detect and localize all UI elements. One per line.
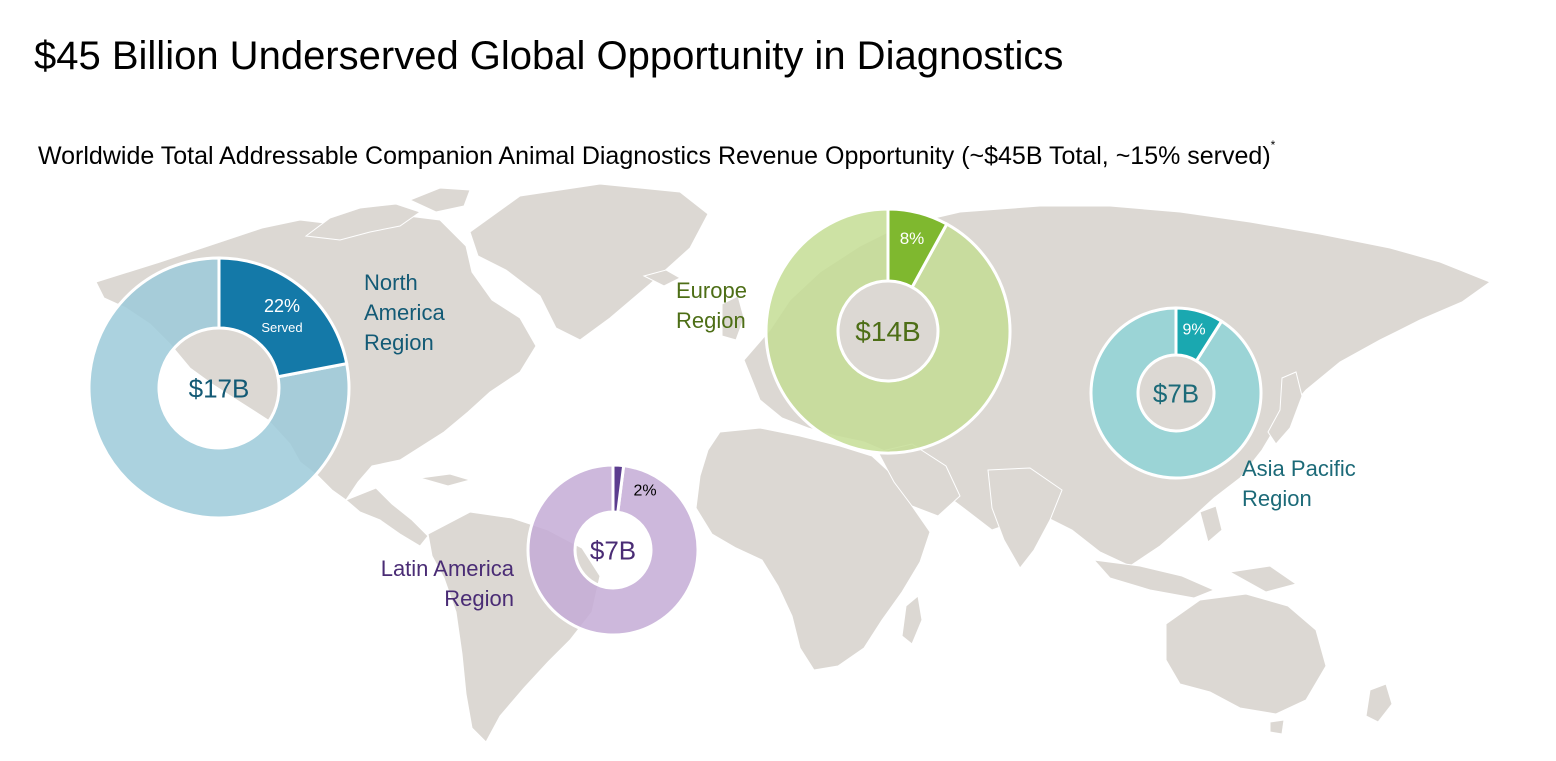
served-sublabel: Served	[261, 320, 302, 335]
region-label-line: America	[364, 300, 445, 325]
map-uk	[721, 295, 745, 341]
served-slice	[1174, 306, 1224, 363]
map-philippines	[1199, 505, 1223, 543]
map-arctic-islands-2	[408, 187, 471, 213]
donut-charts: $17B 22% Served $14B 8% $7B 2% $7B 9%	[87, 207, 1263, 637]
subtitle-text: Worldwide Total Addressable Companion An…	[38, 142, 1271, 170]
region-label-line: Region	[364, 330, 434, 355]
map-new-zealand	[1365, 683, 1393, 723]
map-iceland	[642, 269, 682, 287]
donut-total-label: $14B	[855, 316, 920, 347]
page-title: $45 Billion Underserved Global Opportuni…	[34, 34, 1064, 78]
served-percent-label: 8%	[900, 229, 925, 248]
donut-total-label: $7B	[590, 535, 636, 565]
served-percent-label: 22%	[264, 296, 300, 316]
map-new-guinea	[1228, 565, 1298, 593]
region-label-line: Region	[676, 308, 746, 333]
served-slice	[886, 207, 949, 290]
region-label-line: Europe	[676, 278, 747, 303]
region-label-europe: Europe Region	[676, 276, 747, 336]
served-slice	[611, 463, 626, 514]
unserved-slice	[1089, 306, 1263, 480]
map-africa	[695, 427, 931, 671]
map-australia	[1165, 593, 1327, 715]
region-label-line: Latin America	[380, 556, 514, 581]
map-arctic-islands	[304, 203, 422, 241]
map-central-america	[345, 487, 429, 547]
donut-north-america: $17B 22% Served	[87, 256, 351, 520]
region-label-line: Region	[444, 586, 514, 611]
map-indonesia	[1092, 559, 1216, 599]
map-caribbean	[419, 473, 472, 487]
map-madagascar	[901, 595, 923, 645]
chart-subtitle: Worldwide Total Addressable Companion An…	[38, 138, 1275, 171]
region-label-asia-pacific: Asia Pacific Region	[1242, 454, 1356, 514]
donut-asia-pacific: $7B 9%	[1089, 306, 1263, 480]
donut-total-label: $7B	[1153, 378, 1199, 408]
region-label-line: Asia Pacific	[1242, 456, 1356, 481]
served-percent-label: 9%	[1182, 322, 1205, 339]
region-label-line: Region	[1242, 486, 1312, 511]
unserved-slice	[87, 256, 351, 520]
served-slice	[217, 256, 349, 379]
unserved-slice	[764, 207, 1012, 455]
map-tasmania	[1269, 719, 1285, 735]
region-label-latin-america: Latin America Region	[364, 554, 514, 614]
map-greenland	[469, 183, 709, 341]
donut-total-label: $17B	[189, 373, 250, 403]
donut-latin-america: $7B 2%	[526, 463, 700, 637]
footnote-marker: *	[1270, 138, 1276, 152]
map-japan	[1267, 371, 1303, 445]
map-india	[987, 467, 1063, 569]
region-label-north-america: North America Region	[364, 268, 445, 358]
served-percent-label: 2%	[633, 483, 656, 500]
region-label-line: North	[364, 270, 418, 295]
unserved-slice	[526, 463, 700, 637]
donut-europe: $14B 8%	[764, 207, 1012, 455]
